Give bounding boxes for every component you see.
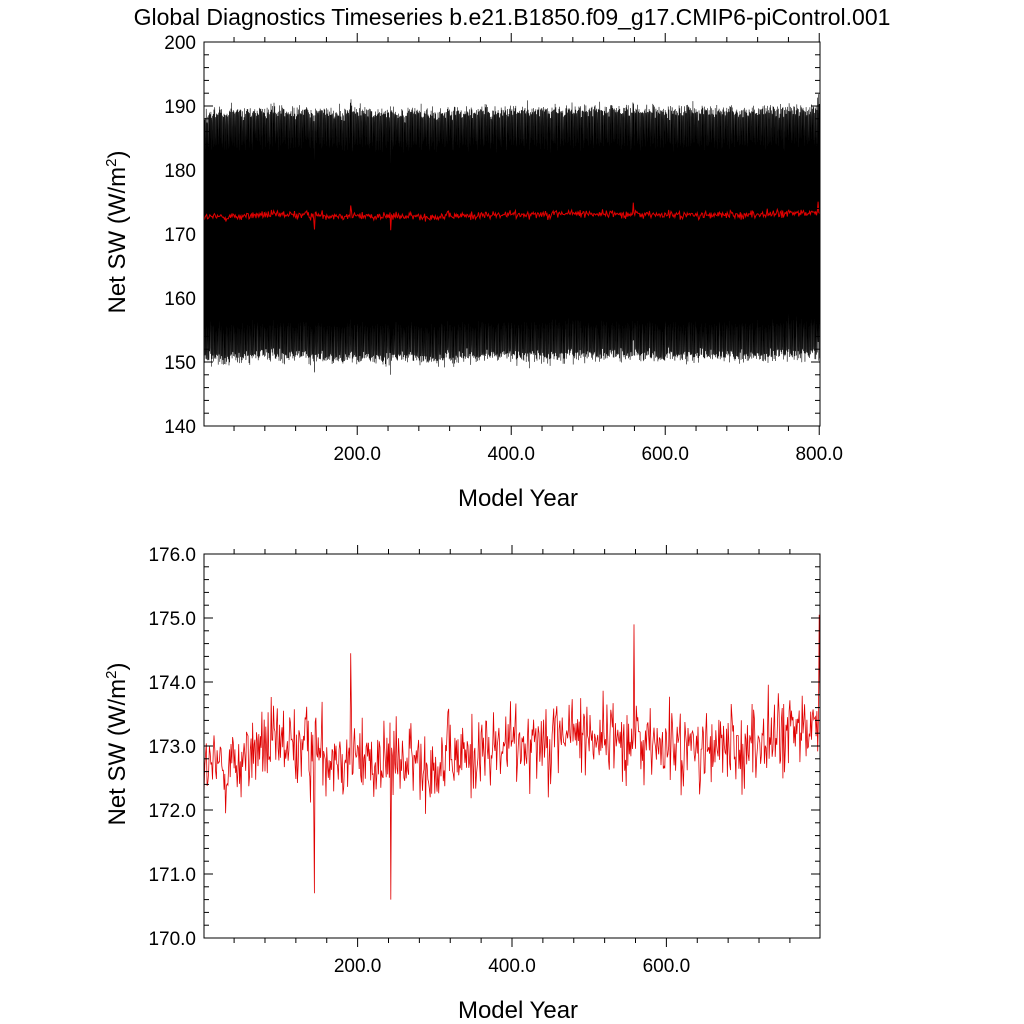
bottom-panel: 170.0 171.0 172.0 173.0 174.0 175.0 176.0 200.0… xyxy=(103,545,821,1024)
x-tick-label: 400.0 xyxy=(488,956,536,977)
figure-title: Global Diagnostics Timeseries b.e21.B185… xyxy=(133,4,891,30)
monthly-series-line xyxy=(204,94,820,375)
y-tick-label: 160 xyxy=(164,289,196,310)
top-panel: 140 150 160 170 180 190 200 200.0 400.0 600.0 800.… xyxy=(103,33,843,512)
y-axis-label-sup: 2 xyxy=(103,671,120,679)
y-axis-label: Net SW (W/m2) xyxy=(103,151,131,314)
x-axis-label: Model Year xyxy=(458,485,578,512)
x-tick-label: 600.0 xyxy=(641,444,689,465)
y-tick-label: 150 xyxy=(164,353,196,374)
y-axis-label-close: ) xyxy=(104,151,131,159)
x-tick-label: 200.0 xyxy=(334,956,382,977)
y-axis-label-close: ) xyxy=(104,663,131,671)
x-tick-label: 200.0 xyxy=(333,444,381,465)
x-axis-label: Model Year xyxy=(458,997,578,1024)
y-tick-label: 171.0 xyxy=(148,865,196,886)
y-tick-label: 175.0 xyxy=(148,609,196,630)
y-axis-label-text: Net SW (W/m xyxy=(104,167,131,314)
annual-series-line xyxy=(204,201,820,231)
y-tick-label: 170 xyxy=(164,225,196,246)
x-tick-label: 600.0 xyxy=(643,956,691,977)
plot-area xyxy=(204,94,820,375)
annual-series-line xyxy=(204,614,820,900)
y-axis-label-sup: 2 xyxy=(103,159,120,167)
y-tick-label: 173.0 xyxy=(148,737,196,758)
y-tick-label: 140 xyxy=(164,417,196,438)
y-tick-label: 180 xyxy=(164,161,196,182)
y-axis-label: Net SW (W/m2) xyxy=(103,663,131,826)
y-tick-label: 190 xyxy=(164,97,196,118)
y-tick-label: 200 xyxy=(164,33,196,54)
x-tick-label: 400.0 xyxy=(487,444,535,465)
plot-area xyxy=(204,614,820,900)
x-tick-label: 800.0 xyxy=(795,444,843,465)
y-tick-label: 170.0 xyxy=(148,929,196,950)
y-tick-label: 176.0 xyxy=(148,545,196,566)
y-tick-label: 174.0 xyxy=(148,673,196,694)
y-axis-label-text: Net SW (W/m xyxy=(104,679,131,826)
y-tick-label: 172.0 xyxy=(148,801,196,822)
